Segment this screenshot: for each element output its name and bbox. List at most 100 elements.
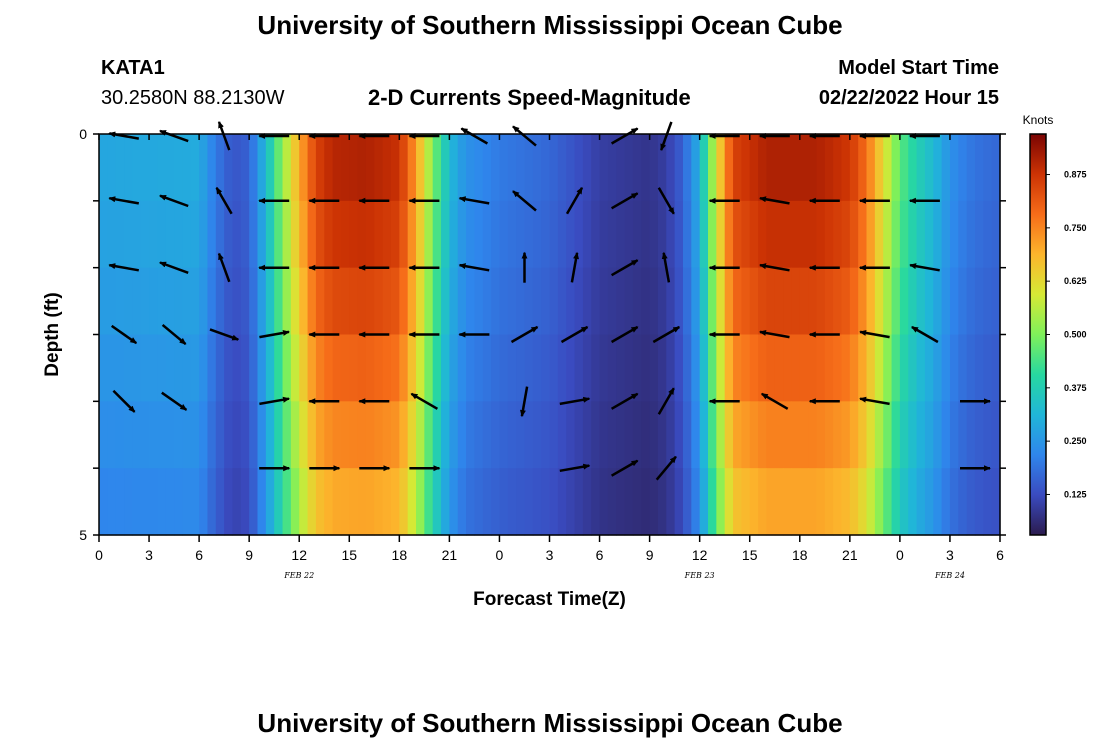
heatmap-cell: [265, 200, 275, 269]
heatmap-cell: [215, 334, 225, 402]
x-tick-label: 12: [692, 547, 708, 563]
station-id: KATA1: [101, 57, 165, 79]
heatmap-cell: [332, 401, 342, 469]
heatmap-cell: [416, 334, 425, 402]
heatmap-cell: [482, 468, 492, 536]
heatmap-cell: [716, 334, 726, 402]
heatmap-cell: [541, 334, 551, 402]
heatmap-cell: [199, 134, 209, 202]
heatmap-cell: [841, 134, 851, 202]
heatmap-cell: [274, 334, 284, 402]
heatmap-cell: [265, 468, 275, 536]
heatmap-cell: [399, 267, 409, 336]
heatmap-cell: [557, 334, 567, 402]
heatmap-cell: [924, 267, 934, 336]
heatmap-cell: [607, 267, 617, 336]
currents-heatmap-chart: 0 3 6 9 12 15 18 21 0 3 6 9 12 15 18 21 0 3 6 FEB 22 FEB 23 F…: [42, 113, 1087, 610]
heatmap-cell: [591, 334, 601, 402]
heatmap-cell: [649, 267, 659, 336]
heatmap-cell: [858, 334, 868, 402]
heatmap-cell: [466, 468, 476, 536]
heatmap-cell: [507, 401, 517, 469]
heatmap-cell: [766, 200, 776, 269]
heatmap-cell: [599, 134, 609, 202]
heatmap-cell: [407, 401, 417, 469]
heatmap-cell: [899, 200, 909, 269]
heatmap-cell: [99, 200, 108, 269]
heatmap-cell: [733, 200, 742, 269]
heatmap-cell: [315, 267, 325, 336]
x-tick-label: 21: [442, 547, 458, 563]
heatmap-cell: [783, 334, 793, 402]
heatmap-cell: [532, 334, 542, 402]
heatmap-cell: [157, 334, 167, 402]
heatmap-cell: [741, 267, 751, 336]
heatmap-cell: [657, 134, 667, 202]
heatmap-cell: [290, 267, 300, 336]
heatmap-cell: [866, 267, 876, 336]
heatmap-cell: [582, 200, 592, 269]
heatmap-cell: [107, 468, 117, 536]
heatmap-cell: [983, 134, 993, 202]
heatmap-cell: [390, 468, 400, 536]
heatmap-cell: [257, 267, 267, 336]
heatmap-cell: [774, 334, 784, 402]
heatmap-cell: [933, 200, 943, 269]
heatmap-cell: [491, 134, 501, 202]
heatmap-cell: [299, 401, 309, 469]
heatmap-cell: [557, 200, 567, 269]
heatmap-cell: [516, 468, 526, 536]
heatmap-cell: [916, 267, 926, 336]
heatmap-cell: [365, 334, 375, 402]
heatmap-cell: [449, 334, 459, 402]
heatmap-cell: [374, 401, 384, 469]
heatmap-cell: [516, 334, 526, 402]
heatmap-cell: [641, 401, 651, 469]
heatmap-cell: [841, 468, 851, 536]
colorbar-legend: Knots 0.125 0.250 0.375 0.500 0.625 0.750 0.875: [1023, 113, 1087, 536]
heatmap-cell: [190, 200, 200, 269]
heatmap-cell: [766, 468, 776, 536]
current-vector-arrow: [610, 459, 639, 477]
heatmap-cell: [866, 468, 876, 536]
colorbar-title: Knots: [1023, 113, 1054, 127]
heatmap-cell: [858, 134, 868, 202]
date-label: FEB 22: [283, 571, 314, 580]
heatmap-cell: [849, 200, 859, 269]
heatmap-cell: [724, 468, 734, 536]
heatmap-cell: [824, 267, 834, 336]
heatmap-cell: [474, 134, 484, 202]
heatmap-cell: [566, 267, 576, 336]
heatmap-cell: [791, 267, 801, 336]
heatmap-cell: [841, 267, 851, 336]
heatmap-cell: [724, 401, 734, 469]
heatmap-cell: [265, 401, 275, 469]
heatmap-cell: [190, 334, 200, 402]
heatmap-cell: [207, 267, 217, 336]
heatmap-cell: [282, 267, 292, 336]
x-tick-label: 0: [496, 547, 504, 563]
current-vector-arrow: [909, 263, 940, 272]
heatmap-cell: [215, 401, 225, 469]
x-tick-label: 6: [596, 547, 604, 563]
x-tick-label: 12: [291, 547, 307, 563]
heatmap-cell: [99, 401, 108, 469]
heatmap-cell: [891, 468, 901, 536]
colorbar-tick-label: 0.125: [1064, 489, 1087, 499]
colorbar-scale: [1029, 133, 1047, 536]
heatmap-cell: [908, 401, 918, 469]
current-vector-arrow: [217, 252, 231, 283]
heatmap-cell: [599, 200, 609, 269]
heatmap-cell: [866, 401, 876, 469]
heatmap-cell: [207, 134, 217, 202]
heatmap-cell: [599, 267, 609, 336]
heatmap-cell: [232, 200, 242, 269]
heatmap-cell: [432, 267, 442, 336]
heatmap-cell: [883, 401, 893, 469]
heatmap-cell: [566, 134, 576, 202]
heatmap-cell: [340, 334, 350, 402]
heatmap-cell: [532, 468, 542, 536]
heatmap-cell: [499, 200, 509, 269]
heatmap-cell: [674, 134, 684, 202]
heatmap-cell: [933, 401, 943, 469]
